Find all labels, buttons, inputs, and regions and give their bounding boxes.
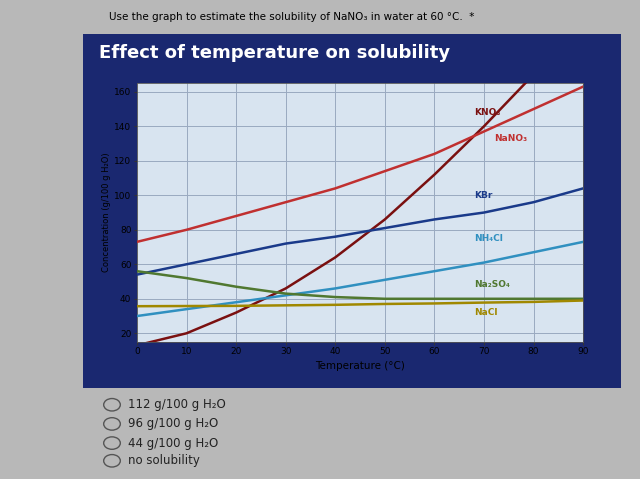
X-axis label: Temperature (°C): Temperature (°C) bbox=[315, 361, 405, 371]
Text: Use the graph to estimate the solubility of NaNO₃ in water at 60 °C.  *: Use the graph to estimate the solubility… bbox=[109, 12, 474, 22]
Y-axis label: Concentration (g/100 g H₂O): Concentration (g/100 g H₂O) bbox=[102, 153, 111, 273]
Text: no solubility: no solubility bbox=[128, 454, 200, 468]
Text: Na₂SO₄: Na₂SO₄ bbox=[474, 281, 510, 289]
Text: NaNO₃: NaNO₃ bbox=[494, 134, 527, 143]
Text: 96 g/100 g H₂O: 96 g/100 g H₂O bbox=[128, 417, 218, 431]
Text: 112 g/100 g H₂O: 112 g/100 g H₂O bbox=[128, 398, 226, 411]
Text: KBr: KBr bbox=[474, 191, 492, 200]
Text: NaCl: NaCl bbox=[474, 308, 497, 317]
Text: 44 g/100 g H₂O: 44 g/100 g H₂O bbox=[128, 436, 218, 450]
Text: NH₄Cl: NH₄Cl bbox=[474, 234, 503, 243]
Text: Effect of temperature on solubility: Effect of temperature on solubility bbox=[99, 44, 451, 62]
Text: KNO₃: KNO₃ bbox=[474, 108, 500, 117]
